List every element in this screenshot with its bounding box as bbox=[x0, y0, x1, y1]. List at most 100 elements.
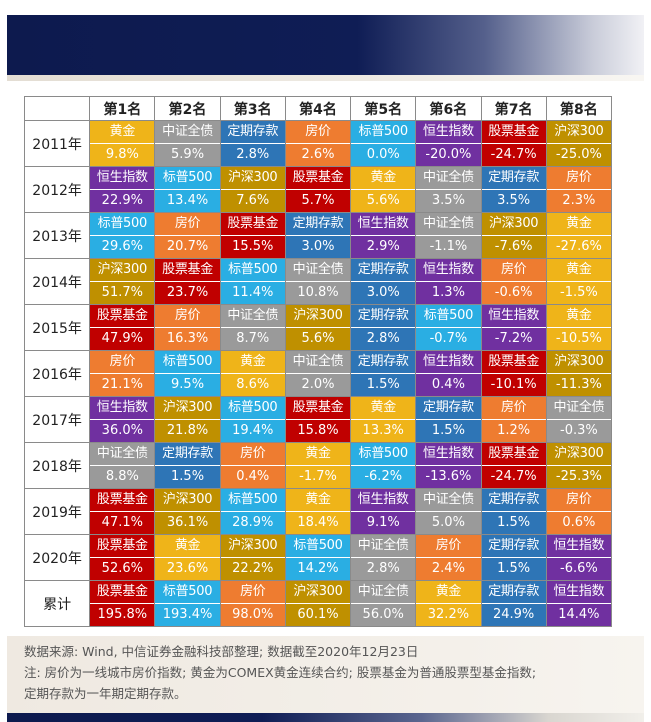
asset-name: 定期存款 bbox=[351, 351, 416, 374]
ranking-cell: 沪深300 22.2% bbox=[219, 534, 286, 581]
ranking-cell: 沪深300 5.6% bbox=[284, 304, 352, 351]
ranking-table-area: 第1名 第2名 第3名 第4名 第5名 第6名 第7名 第8名 2011年 黄金 9.8% 中证全债… bbox=[23, 96, 613, 627]
ranking-cell: 定期存款 3.0% bbox=[284, 212, 352, 259]
asset-name: 恒生指数 bbox=[351, 213, 416, 236]
ranking-cell: 房价 16.3% bbox=[154, 304, 221, 351]
asset-name: 黄金 bbox=[416, 581, 481, 604]
return-value: -0.6% bbox=[494, 285, 533, 300]
return-value: 60.1% bbox=[297, 607, 339, 622]
ranking-cell: 房价 20.7% bbox=[154, 212, 221, 259]
return-value: 1.5% bbox=[497, 561, 531, 576]
asset-name: 沪深300 bbox=[90, 259, 155, 282]
asset-name: 标普500 bbox=[220, 397, 285, 420]
return-value: 2.3% bbox=[562, 193, 596, 208]
ranking-cell: 定期存款 1.5% bbox=[154, 442, 221, 489]
return-value: 2.8% bbox=[366, 331, 400, 346]
asset-name: 恒生指数 bbox=[416, 351, 481, 374]
return-value: 56.0% bbox=[362, 607, 404, 622]
asset-name: 股票基金 bbox=[481, 443, 546, 466]
asset-name: 标普500 bbox=[351, 121, 416, 144]
ranking-cell: 中证全债 5.9% bbox=[154, 120, 221, 167]
return-value: 13.4% bbox=[166, 193, 209, 208]
asset-name: 定期存款 bbox=[481, 581, 546, 604]
asset-name: 黄金 bbox=[155, 535, 220, 558]
asset-name: 股票基金 bbox=[285, 167, 351, 190]
asset-name: 股票基金 bbox=[220, 213, 285, 236]
row-label: 2016年 bbox=[23, 350, 91, 397]
asset-name: 定期存款 bbox=[351, 259, 416, 282]
asset-name: 黄金 bbox=[90, 121, 155, 144]
asset-name: 黄金 bbox=[546, 259, 611, 282]
ranking-cell: 标普500 0.0% bbox=[350, 120, 417, 167]
asset-name: 沪深300 bbox=[481, 213, 546, 236]
ranking-cell: 沪深300 -7.6% bbox=[480, 212, 547, 259]
rank-header-6: 第6名 bbox=[415, 96, 482, 121]
ranking-cell: 定期存款 3.0% bbox=[350, 258, 417, 305]
ranking-cell: 沪深300 51.7% bbox=[89, 258, 156, 305]
ranking-cell: 恒生指数 -20.0% bbox=[415, 120, 482, 167]
asset-name: 恒生指数 bbox=[481, 305, 546, 328]
asset-name: 恒生指数 bbox=[351, 489, 416, 512]
top-banner bbox=[7, 15, 644, 75]
return-value: 2.4% bbox=[431, 561, 465, 576]
ranking-cell: 中证全债 8.8% bbox=[89, 442, 156, 489]
ranking-cell: 沪深300 21.8% bbox=[154, 396, 221, 443]
table-body: 2011年 黄金 9.8% 中证全债 5.9% 定期存款 2.8% 房价 2.6% 标普500 0.… bbox=[23, 120, 613, 627]
asset-name: 标普500 bbox=[285, 535, 351, 558]
return-value: -24.7% bbox=[490, 469, 537, 484]
ranking-cell: 黄金 8.6% bbox=[219, 350, 286, 397]
return-value: 193.4% bbox=[162, 607, 213, 622]
return-value: 22.9% bbox=[101, 193, 143, 208]
return-value: 32.2% bbox=[427, 607, 470, 622]
return-value: 9.5% bbox=[171, 377, 205, 392]
return-value: 22.2% bbox=[232, 561, 274, 576]
return-value: 28.9% bbox=[232, 515, 274, 530]
asset-name: 定期存款 bbox=[155, 443, 220, 466]
asset-name: 房价 bbox=[220, 581, 285, 604]
ranking-cell: 房价 2.4% bbox=[415, 534, 482, 581]
asset-name: 股票基金 bbox=[90, 305, 155, 328]
asset-name: 沪深300 bbox=[546, 351, 611, 374]
asset-name: 标普500 bbox=[90, 213, 155, 236]
asset-name: 房价 bbox=[90, 351, 155, 374]
return-value: -13.6% bbox=[425, 469, 472, 484]
ranking-cell: 房价 2.3% bbox=[545, 166, 613, 213]
asset-name: 定期存款 bbox=[220, 121, 285, 144]
ranking-cell: 股票基金 47.9% bbox=[89, 304, 156, 351]
return-value: 2.9% bbox=[366, 239, 400, 254]
rank-header-1: 第1名 bbox=[89, 96, 156, 121]
ranking-cell: 股票基金 -24.7% bbox=[480, 120, 547, 167]
table-row: 2018年 中证全债 8.8% 定期存款 1.5% 房价 0.4% 黄金 -1.7% 标普500-… bbox=[23, 442, 613, 489]
asset-name: 恒生指数 bbox=[416, 121, 481, 144]
return-value: -25.0% bbox=[555, 147, 602, 162]
return-value: -11.3% bbox=[555, 377, 602, 392]
asset-name: 房价 bbox=[285, 121, 351, 144]
ranking-cell: 标普500 -6.2% bbox=[350, 442, 417, 489]
ranking-cell: 定期存款 1.5% bbox=[480, 534, 547, 581]
asset-name: 沪深300 bbox=[546, 443, 611, 466]
return-value: 5.7% bbox=[301, 193, 335, 208]
ranking-cell: 标普500 9.5% bbox=[154, 350, 221, 397]
asset-name: 沪深300 bbox=[285, 581, 351, 604]
asset-name: 股票基金 bbox=[285, 397, 351, 420]
asset-name: 股票基金 bbox=[155, 259, 220, 282]
row-label: 2015年 bbox=[23, 304, 91, 351]
ranking-cell: 沪深300 7.6% bbox=[219, 166, 286, 213]
return-value: 5.6% bbox=[301, 331, 335, 346]
asset-name: 股票基金 bbox=[481, 351, 546, 374]
ranking-cell: 标普500 -0.7% bbox=[415, 304, 482, 351]
return-value: -7.2% bbox=[494, 331, 533, 346]
return-value: 8.6% bbox=[236, 377, 270, 392]
ranking-cell: 中证全债 5.0% bbox=[415, 488, 482, 535]
return-value: 0.4% bbox=[236, 469, 270, 484]
return-value: 1.5% bbox=[171, 469, 205, 484]
ranking-cell: 恒生指数 -13.6% bbox=[415, 442, 482, 489]
return-value: -1.1% bbox=[429, 239, 468, 254]
return-value: -6.6% bbox=[560, 561, 598, 576]
return-value: 3.5% bbox=[431, 193, 465, 208]
ranking-cell: 中证全债 2.0% bbox=[284, 350, 352, 397]
return-value: 16.3% bbox=[166, 331, 209, 346]
return-value: -10.5% bbox=[555, 331, 602, 346]
return-value: -10.1% bbox=[490, 377, 537, 392]
ranking-cell: 黄金 18.4% bbox=[284, 488, 352, 535]
